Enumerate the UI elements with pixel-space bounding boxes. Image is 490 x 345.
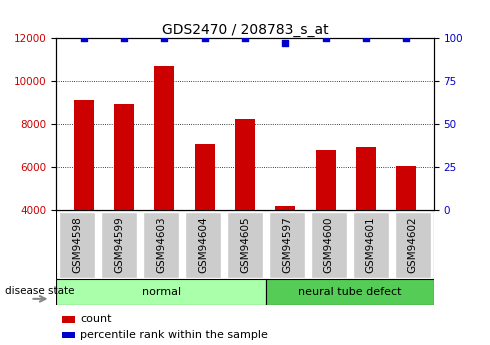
Bar: [74, 100, 94, 210]
Bar: [356, 147, 376, 210]
Text: GSM94598: GSM94598: [73, 217, 82, 273]
Bar: [269, 212, 305, 278]
Bar: [316, 150, 336, 210]
Point: [281, 40, 289, 46]
Bar: [59, 212, 95, 278]
Bar: [144, 212, 179, 278]
Bar: [227, 212, 263, 278]
Text: GSM94602: GSM94602: [408, 217, 417, 273]
Bar: [62, 316, 75, 323]
Point: [120, 35, 128, 41]
Bar: [235, 119, 255, 210]
Text: GSM94604: GSM94604: [198, 217, 208, 273]
Bar: [101, 212, 137, 278]
Text: GSM94603: GSM94603: [156, 217, 166, 273]
Point: [160, 35, 168, 41]
Point: [362, 35, 370, 41]
Point: [241, 35, 249, 41]
Text: disease state: disease state: [5, 286, 74, 296]
Text: GSM94597: GSM94597: [282, 217, 292, 273]
Bar: [275, 206, 295, 210]
Point: [402, 35, 410, 41]
Bar: [62, 332, 75, 338]
Point: [80, 35, 88, 41]
Bar: [395, 212, 431, 278]
Point: [322, 35, 330, 41]
Bar: [195, 144, 215, 210]
Bar: [266, 279, 434, 305]
Text: GSM94605: GSM94605: [240, 217, 250, 273]
Bar: [56, 279, 266, 305]
Text: neural tube defect: neural tube defect: [298, 287, 402, 297]
Bar: [396, 166, 416, 210]
Text: GSM94599: GSM94599: [114, 217, 124, 273]
Text: count: count: [80, 315, 112, 324]
Text: GSM94600: GSM94600: [324, 217, 334, 273]
Bar: [114, 104, 134, 210]
Bar: [185, 212, 221, 278]
Point: [201, 35, 209, 41]
Text: percentile rank within the sample: percentile rank within the sample: [80, 330, 268, 340]
Text: normal: normal: [142, 287, 181, 297]
Bar: [154, 66, 174, 210]
Bar: [353, 212, 389, 278]
Title: GDS2470 / 208783_s_at: GDS2470 / 208783_s_at: [162, 23, 328, 37]
Text: GSM94601: GSM94601: [366, 217, 376, 273]
Bar: [311, 212, 346, 278]
